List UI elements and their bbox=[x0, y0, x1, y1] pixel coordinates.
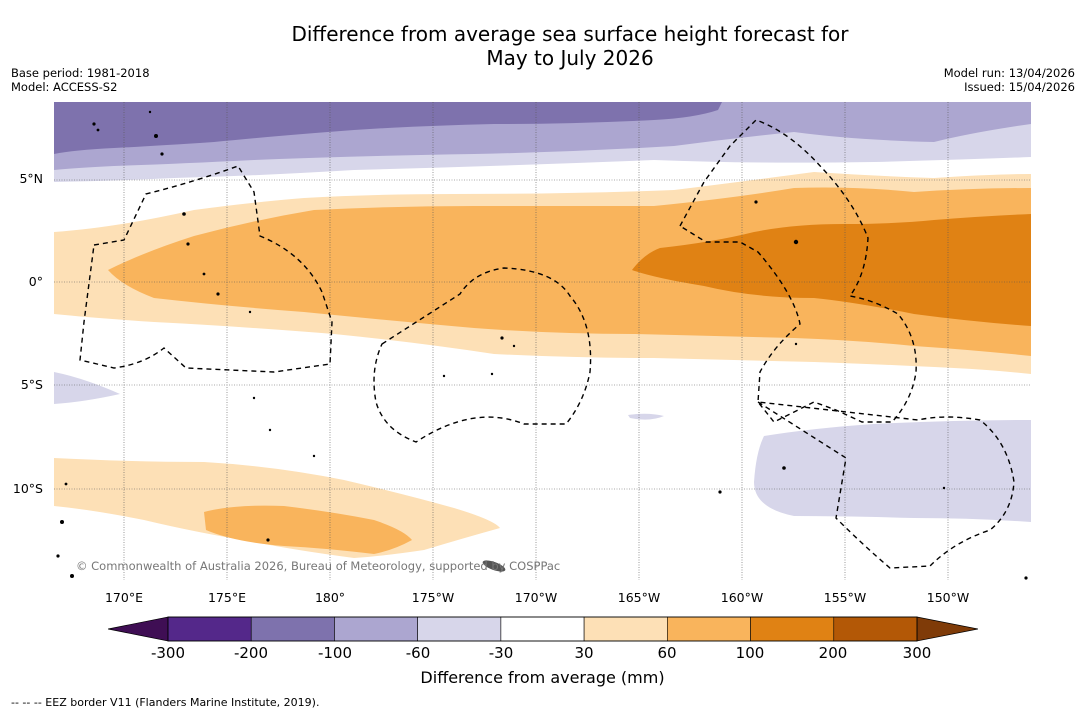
island bbox=[202, 272, 206, 276]
lon-label-170w: 170°W bbox=[514, 590, 558, 605]
island bbox=[512, 344, 516, 348]
island bbox=[1024, 576, 1028, 580]
island bbox=[182, 212, 186, 216]
lat-label-10s: 10°S bbox=[12, 481, 43, 496]
colorbar-tick: 60 bbox=[657, 644, 677, 662]
colorbar-tick: -200 bbox=[233, 644, 269, 662]
colorbar-tick: -100 bbox=[317, 644, 353, 662]
orange-dark-band-east bbox=[632, 214, 1031, 326]
lon-label-160w: 160°W bbox=[720, 590, 764, 605]
colorbar-segment bbox=[250, 616, 335, 642]
island bbox=[160, 152, 164, 156]
colorbar-tick: -30 bbox=[488, 644, 514, 662]
lat-label-0: 0° bbox=[28, 274, 43, 289]
island-large bbox=[482, 560, 506, 572]
eez-border-kiribati-phoenix bbox=[373, 267, 592, 443]
island bbox=[793, 239, 799, 245]
colorbar-label: Difference from average (mm) bbox=[420, 668, 665, 687]
eez-border-kiribati-gilbert bbox=[79, 165, 333, 373]
colorbar-tick: 100 bbox=[735, 644, 765, 662]
island bbox=[312, 454, 316, 458]
purple-light-patch-west bbox=[54, 372, 120, 404]
purple-light-patch-small bbox=[628, 413, 664, 420]
island bbox=[782, 466, 786, 470]
colorbar-tick: 30 bbox=[574, 644, 594, 662]
lon-label-175e: 175°E bbox=[207, 590, 246, 605]
island bbox=[60, 520, 64, 524]
island bbox=[442, 374, 446, 378]
colorbar-segment bbox=[583, 616, 668, 642]
issued-text: Issued: 15/04/2026 bbox=[964, 80, 1075, 94]
colorbar-segment bbox=[500, 616, 585, 642]
colorbar-extend-low bbox=[108, 616, 169, 642]
eez-border-french-polynesia bbox=[757, 401, 1015, 569]
forecast-map: © Commonwealth of Australia 2026, Bureau… bbox=[54, 102, 1031, 580]
island bbox=[500, 336, 504, 340]
island bbox=[154, 134, 158, 138]
colorbar-frame bbox=[167, 616, 918, 642]
colorbar-segment bbox=[667, 616, 751, 642]
island bbox=[942, 486, 946, 490]
lat-label-5s: 5°S bbox=[20, 377, 43, 392]
island bbox=[56, 554, 60, 558]
islands bbox=[56, 110, 1028, 580]
lon-label-170e: 170°E bbox=[104, 590, 143, 605]
colorbar-tick: -300 bbox=[150, 644, 186, 662]
meta-right: Model run: 13/04/2026 Issued: 15/04/2026 bbox=[944, 66, 1075, 94]
map-title: Difference from average sea surface heig… bbox=[0, 22, 1085, 70]
purple-dark-band-north bbox=[54, 102, 722, 154]
longitude-gridlines bbox=[123, 102, 949, 580]
purple-light-patch-east bbox=[754, 420, 1031, 522]
colorbar bbox=[108, 616, 978, 642]
island bbox=[96, 128, 100, 132]
island bbox=[248, 310, 252, 314]
island bbox=[718, 490, 722, 494]
island bbox=[794, 342, 798, 346]
island bbox=[266, 538, 270, 542]
eez-legend-note: -- -- -- EEZ border V11 (Flanders Marine… bbox=[11, 696, 320, 709]
colorbar-tick: -60 bbox=[405, 644, 431, 662]
lat-label-5n: 5°N bbox=[19, 171, 43, 186]
eez-border-kiribati-line bbox=[679, 119, 917, 423]
lon-label-155w: 155°W bbox=[823, 590, 867, 605]
lon-label-175w: 175°W bbox=[411, 590, 455, 605]
base-period-text: Base period: 1981-2018 bbox=[11, 66, 150, 80]
title-line-1: Difference from average sea surface heig… bbox=[291, 22, 849, 46]
colorbar-tick: 200 bbox=[818, 644, 848, 662]
colorbar-segments bbox=[167, 616, 918, 642]
island bbox=[216, 292, 220, 296]
latitude-gridlines bbox=[54, 179, 1031, 490]
colorbar-segment bbox=[833, 616, 918, 642]
colorbar-segment bbox=[167, 616, 252, 642]
island bbox=[64, 482, 68, 486]
island bbox=[268, 428, 272, 432]
copyright-text: © Commonwealth of Australia 2026, Bureau… bbox=[76, 559, 560, 573]
lon-label-165w: 165°W bbox=[617, 590, 661, 605]
title-line-2: May to July 2026 bbox=[486, 46, 654, 70]
island bbox=[490, 372, 494, 376]
island bbox=[148, 110, 152, 114]
lon-label-180: 180° bbox=[314, 590, 346, 605]
orange-mid-patch-southwest bbox=[204, 505, 412, 554]
colorbar-segment bbox=[417, 616, 502, 642]
island bbox=[754, 200, 758, 204]
colorbar-extend-high bbox=[916, 616, 978, 642]
colorbar-segment bbox=[750, 616, 835, 642]
island bbox=[186, 242, 190, 246]
lon-label-150w: 150°W bbox=[926, 590, 970, 605]
meta-left: Base period: 1981-2018 Model: ACCESS-S2 bbox=[11, 66, 150, 94]
island bbox=[92, 122, 96, 126]
colorbar-segment bbox=[334, 616, 418, 642]
colorbar-tick: 300 bbox=[902, 644, 932, 662]
model-run-text: Model run: 13/04/2026 bbox=[943, 66, 1075, 80]
island bbox=[252, 396, 256, 400]
eez-borders bbox=[79, 119, 1015, 569]
model-text: Model: ACCESS-S2 bbox=[11, 80, 118, 94]
island bbox=[70, 574, 74, 578]
